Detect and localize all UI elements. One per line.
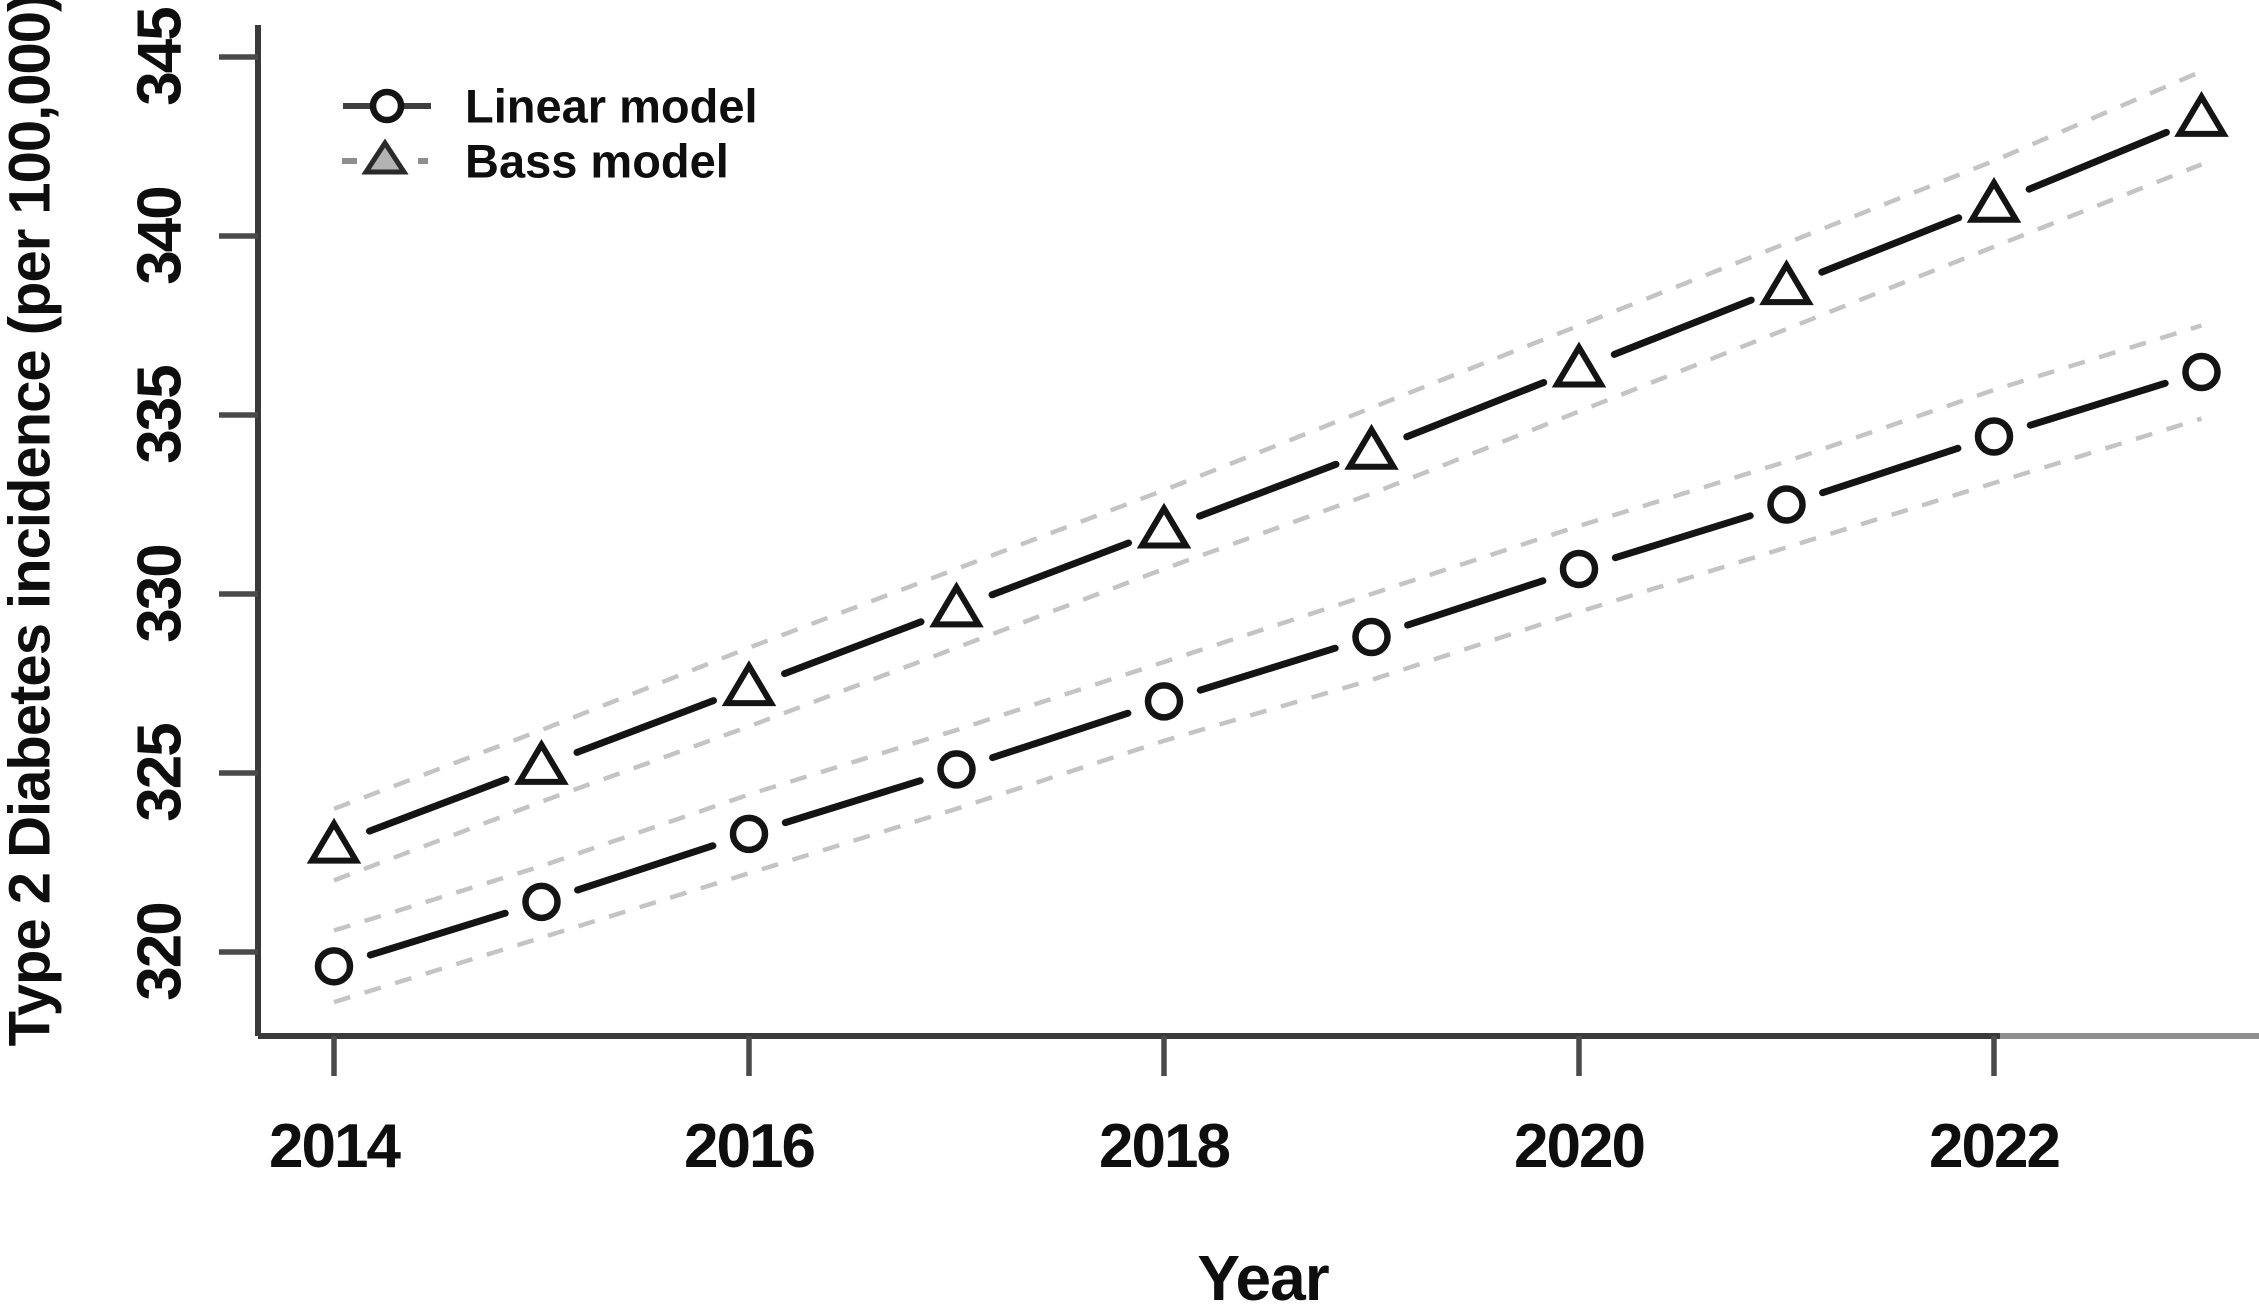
bass-model-segment [366,775,510,835]
legend: Linear model Bass model [342,80,758,188]
bass-model-segment [573,697,717,756]
circle-marker [1974,417,2014,456]
circle-marker [937,750,976,789]
circle-marker [522,882,561,922]
linear-model-segment [781,777,924,827]
triangle-marker [1551,341,1607,388]
linear-model-segment [989,709,1132,762]
y-tick-label: 340 [126,187,195,284]
linear-model-ci-upper-band [333,323,2203,933]
circle-marker [2182,352,2221,392]
x-tick-label: 2022 [1929,1112,2059,1181]
linear-model-segment [1819,444,1962,497]
x-tick-label: 2014 [269,1112,401,1181]
triangle-marker [721,660,777,707]
linear-model-segment [2026,379,2169,429]
legend-bass-marker-icon [361,138,409,175]
y-tick-label: 325 [126,724,195,822]
y-axis-ticks: 320 325 330 335 340 345 [126,8,258,1001]
bass-model-segment [781,618,925,678]
circle-marker [1767,485,1806,524]
legend-linear-marker-icon [369,88,405,124]
circle-marker [1144,682,1184,721]
triangle-marker [1344,423,1399,470]
triangle-marker [929,581,984,628]
y-axis-title: Type 2 Diabetes incidence (per 100,000) [0,0,63,1046]
linear-model-segment [366,909,509,959]
linear-model-segment [574,842,717,894]
bass-model-segment [2025,128,2170,193]
bass-model-segment [1610,296,1755,358]
triangle-marker [1759,259,1814,306]
x-axis-title: Year [1197,1242,1328,1313]
y-tick-label: 345 [126,8,195,106]
linear-model-ci-lower-band [333,416,2203,1005]
circle-marker [729,814,769,854]
bass-model-segment [988,539,1132,599]
confidence-bands [333,69,2203,1005]
triangle-marker [514,738,569,785]
x-tick-label: 2020 [1514,1112,1644,1181]
triangle-marker [1966,176,2022,223]
bass-model-ci-lower-band [333,162,2203,883]
circle-marker [1559,549,1599,589]
bass-model-segment [1196,460,1340,520]
x-tick-label: 2016 [684,1112,814,1181]
circle-marker [314,947,354,986]
triangle-marker [306,817,362,864]
x-tick-label: 2018 [1099,1112,1229,1181]
series-markers [306,90,2229,986]
x-axis-ticks: 2014 2016 2018 2020 2022 [269,1036,2061,1181]
series-lines [366,128,2170,959]
circle-marker [1352,617,1391,657]
y-tick-label: 335 [126,366,195,464]
legend-bass-label: Bass model [465,135,729,188]
bass-model-segment [1403,379,1548,441]
triangle-marker [2174,90,2229,137]
triangle-marker [1136,502,1192,549]
axes [255,25,2259,1039]
bass-model-segment [1818,214,1963,276]
y-tick-label: 330 [126,545,195,642]
linear-model-segment [1196,644,1339,694]
linear-model-segment [1611,512,1754,562]
bass-model-ci-upper-band [333,69,2203,811]
y-tick-label: 320 [126,903,195,1000]
linear-model-segment [1404,577,1547,629]
legend-linear-label: Linear model [465,80,758,133]
